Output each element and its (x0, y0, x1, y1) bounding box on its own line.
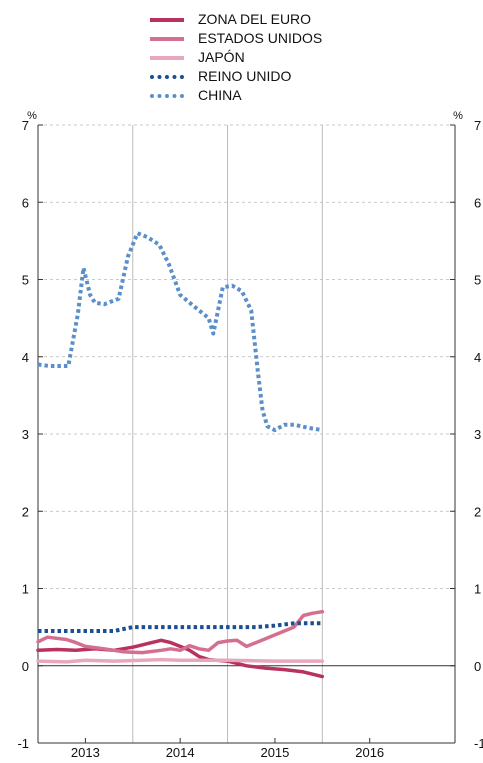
legend-label: ESTADOS UNIDOS (198, 30, 323, 46)
legend-swatch (150, 37, 184, 41)
y-tick-label-left: 7 (22, 118, 29, 133)
y-tick-label-right: 3 (474, 427, 481, 442)
legend-swatch (150, 75, 184, 79)
y-tick-label-left: 1 (22, 582, 29, 597)
series-line-3 (38, 621, 323, 633)
y-tick-label-right: 2 (474, 504, 481, 519)
y-tick-label-left: 0 (22, 659, 29, 674)
x-tick-label: 2016 (355, 745, 384, 760)
legend-swatch (150, 94, 184, 98)
y-tick-label-right: -1 (474, 736, 483, 751)
y-tick-label-left: 2 (22, 504, 29, 519)
legend-label: REINO UNIDO (198, 68, 292, 84)
legend-label: ZONA DEL EURO (198, 11, 312, 27)
legend-label: JAPÓN (198, 49, 245, 65)
y-unit-right: % (453, 110, 463, 122)
legend-label: CHINA (198, 87, 242, 103)
horizontal-gridlines (38, 124, 455, 589)
y-tick-label-right: 7 (474, 118, 481, 133)
y-tick-label-left: 6 (22, 195, 29, 210)
legend-swatch (150, 56, 184, 60)
y-tick-label-right: 5 (474, 273, 481, 288)
y-unit-left: % (27, 110, 37, 122)
y-tick-label-left: 5 (22, 273, 29, 288)
y-tick-label-left: 3 (22, 427, 29, 442)
series-line-2 (36, 657, 325, 664)
y-tick-label-right: 6 (474, 195, 481, 210)
legend-swatch (150, 18, 184, 22)
x-tick-label: 2015 (260, 745, 289, 760)
x-tick-label: 2013 (71, 745, 100, 760)
y-ticks: -1 -1 0 0 1 1 2 2 3 3 4 4 5 5 6 6 7 7 (17, 118, 483, 751)
series-line-1 (36, 609, 325, 655)
y-tick-label-left: -1 (17, 736, 29, 751)
y-tick-label-left: 4 (22, 350, 29, 365)
y-tick-label-right: 1 (474, 582, 481, 597)
x-ticks: 2013 2014 2015 2016 (71, 738, 384, 760)
x-tick-label: 2014 (166, 745, 195, 760)
y-tick-label-right: 0 (474, 659, 481, 674)
y-tick-label-right: 4 (474, 350, 481, 365)
series-line-4 (37, 231, 323, 433)
series-lines (36, 231, 325, 679)
